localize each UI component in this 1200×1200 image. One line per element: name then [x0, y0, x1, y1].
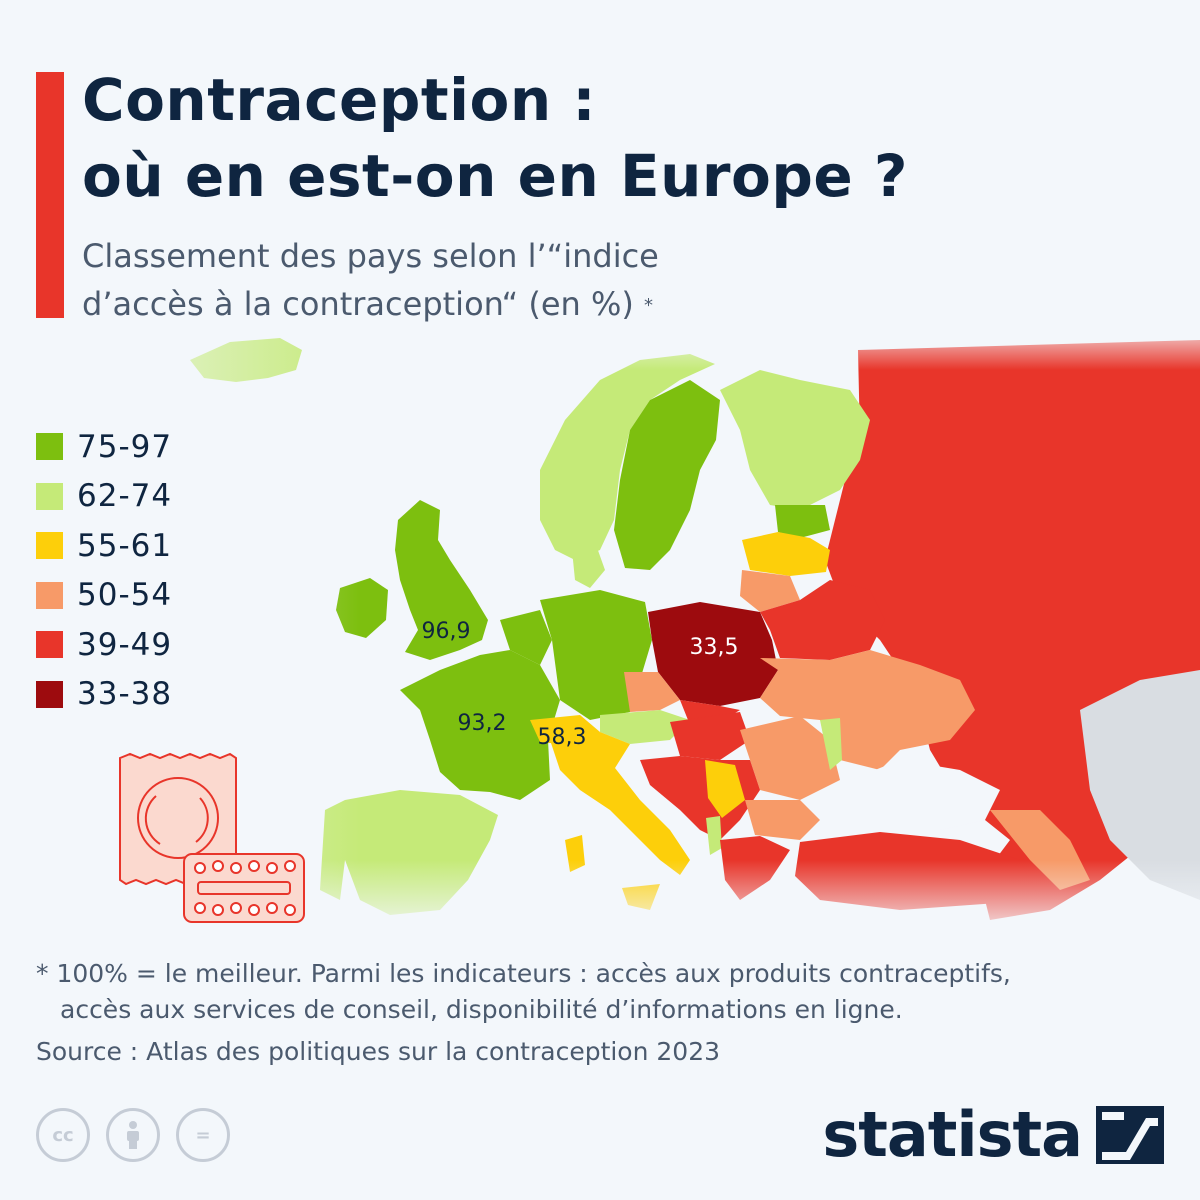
legend-label: 33-38: [77, 676, 173, 713]
subtitle-line-1: Classement des pays selon l’“indice: [82, 237, 659, 275]
statista-logo[interactable]: statista: [822, 1098, 1164, 1171]
legend-label: 75-97: [77, 428, 173, 465]
legend-swatch: [36, 680, 63, 708]
map-label-switzerland: 58,3: [538, 725, 587, 750]
license-icons: cc =: [36, 1108, 230, 1162]
cc-text: cc: [52, 1124, 74, 1146]
legend-item: 33-38: [36, 670, 172, 720]
legend-item: 39-49: [36, 620, 172, 670]
title-accent-bar: [36, 72, 64, 318]
footnote-line-2: accès aux services de conseil, disponibi…: [60, 995, 903, 1024]
region-bulgaria: [745, 800, 820, 840]
legend-swatch: [36, 433, 63, 461]
legend: 75-97 62-74 55-61 50-54 39-49 33-38: [36, 422, 172, 719]
legend-item: 50-54: [36, 571, 172, 621]
region-germany: [540, 590, 652, 720]
region-benelux: [500, 610, 552, 665]
region-italy: [550, 732, 690, 875]
region-uk: [395, 500, 488, 660]
legend-label: 55-61: [77, 527, 173, 564]
footnote-line-1: * 100% = le meilleur. Parmi les indicate…: [36, 959, 1011, 988]
creative-commons-icon[interactable]: cc: [36, 1108, 90, 1162]
legend-swatch: [36, 631, 63, 659]
title-line-1: Contraception :: [82, 66, 597, 134]
region-estonia: [775, 505, 830, 538]
region-denmark: [572, 542, 605, 588]
legend-swatch: [36, 532, 63, 560]
region-czechia: [624, 672, 680, 712]
region-latvia: [742, 532, 830, 576]
legend-swatch: [36, 581, 63, 609]
region-france: [400, 650, 560, 800]
brand-name: statista: [822, 1098, 1083, 1171]
region-moldova: [820, 718, 842, 770]
europe-map: 96,9 93,2 58,3 33,5: [0, 320, 1200, 940]
region-hungary: [670, 712, 750, 760]
region-austria: [600, 710, 690, 744]
region-belarus: [760, 580, 885, 660]
legend-item: 62-74: [36, 472, 172, 522]
attribution-icon[interactable]: [106, 1108, 160, 1162]
region-finland: [720, 370, 870, 510]
pill-pack-icon: [183, 853, 305, 923]
region-lithuania: [740, 570, 800, 612]
region-sweden: [614, 380, 720, 570]
legend-item: 55-61: [36, 521, 172, 571]
title-line-2: où en est-on en Europe ?: [82, 142, 909, 210]
legend-swatch: [36, 482, 63, 510]
statista-logo-icon: [1096, 1105, 1164, 1164]
black-sea: [840, 760, 1000, 830]
page-title: Contraception : où en est-on en Europe ?: [82, 62, 908, 214]
subtitle: Classement des pays selon l’“indice d’ac…: [82, 232, 659, 328]
legend-item: 75-97: [36, 422, 172, 472]
map-label-poland: 33,5: [690, 635, 739, 660]
region-romania: [740, 716, 840, 800]
region-norway: [540, 354, 715, 560]
legend-label: 39-49: [77, 626, 173, 663]
region-albania: [706, 816, 722, 855]
attribution-glyph: [127, 1121, 139, 1149]
legend-label: 62-74: [77, 478, 173, 515]
region-poland: [648, 602, 778, 706]
region-ukraine: [760, 650, 975, 770]
region-serbia: [705, 760, 745, 818]
subtitle-footnote-mark: *: [644, 295, 654, 316]
region-no-data-east: [1080, 670, 1200, 900]
condom-icon: [119, 752, 237, 886]
legend-label: 50-54: [77, 577, 173, 614]
map-label-france: 93,2: [458, 711, 507, 736]
footnote: * 100% = le meilleur. Parmi les indicate…: [36, 956, 1011, 1028]
subtitle-line-2: d’accès à la contraception“ (en %): [82, 285, 634, 323]
no-derivatives-icon[interactable]: =: [176, 1108, 230, 1162]
nd-text: =: [195, 1124, 211, 1146]
map-fade-top: [560, 320, 1200, 370]
map-label-uk: 96,9: [422, 619, 471, 644]
source-note: Source : Atlas des politiques sur la con…: [36, 1037, 721, 1066]
